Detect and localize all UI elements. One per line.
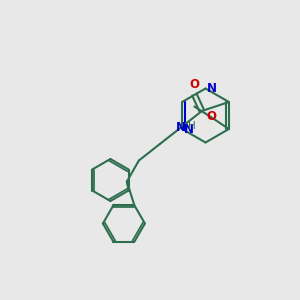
Text: N: N (207, 82, 217, 95)
Text: N: N (184, 122, 194, 136)
Text: O: O (189, 79, 200, 92)
Text: N: N (176, 121, 186, 134)
Text: O: O (206, 110, 216, 124)
Text: H: H (188, 121, 196, 131)
